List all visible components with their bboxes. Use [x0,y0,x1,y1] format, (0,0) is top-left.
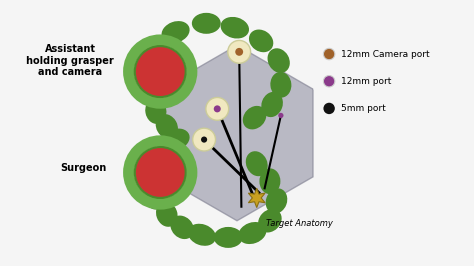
Circle shape [228,40,251,63]
Ellipse shape [135,57,155,81]
Ellipse shape [215,228,242,247]
Polygon shape [161,45,313,221]
Ellipse shape [189,225,215,245]
Ellipse shape [152,146,173,168]
Ellipse shape [244,107,265,128]
Ellipse shape [260,169,280,193]
Circle shape [206,97,228,120]
Circle shape [235,48,243,56]
Ellipse shape [221,18,248,38]
Circle shape [193,128,216,151]
Text: Surgeon: Surgeon [60,163,107,173]
Text: 12mm port: 12mm port [341,77,392,86]
Ellipse shape [163,129,189,150]
Ellipse shape [139,79,159,103]
Ellipse shape [146,185,165,209]
Ellipse shape [163,22,189,42]
Ellipse shape [266,189,286,213]
Ellipse shape [144,165,164,189]
Text: 12mm Camera port: 12mm Camera port [341,49,430,59]
Ellipse shape [268,49,289,72]
Circle shape [135,46,186,97]
Text: Assistant
holding grasper
and camera: Assistant holding grasper and camera [27,44,114,77]
Ellipse shape [171,217,193,238]
Ellipse shape [156,115,177,138]
Ellipse shape [239,223,265,243]
Ellipse shape [143,36,164,58]
Ellipse shape [193,14,220,33]
Text: Target Anatomy: Target Anatomy [265,219,332,227]
Ellipse shape [246,152,267,175]
Text: 5mm port: 5mm port [341,104,386,113]
Circle shape [214,105,221,112]
Polygon shape [248,188,265,207]
Circle shape [278,113,283,118]
Circle shape [323,76,335,87]
Ellipse shape [259,210,281,232]
Circle shape [323,103,335,114]
Ellipse shape [146,99,165,123]
Circle shape [323,48,335,60]
Circle shape [201,136,207,143]
Circle shape [135,147,186,198]
Ellipse shape [271,73,291,97]
Ellipse shape [157,202,177,226]
Ellipse shape [250,30,273,51]
Ellipse shape [262,93,282,116]
